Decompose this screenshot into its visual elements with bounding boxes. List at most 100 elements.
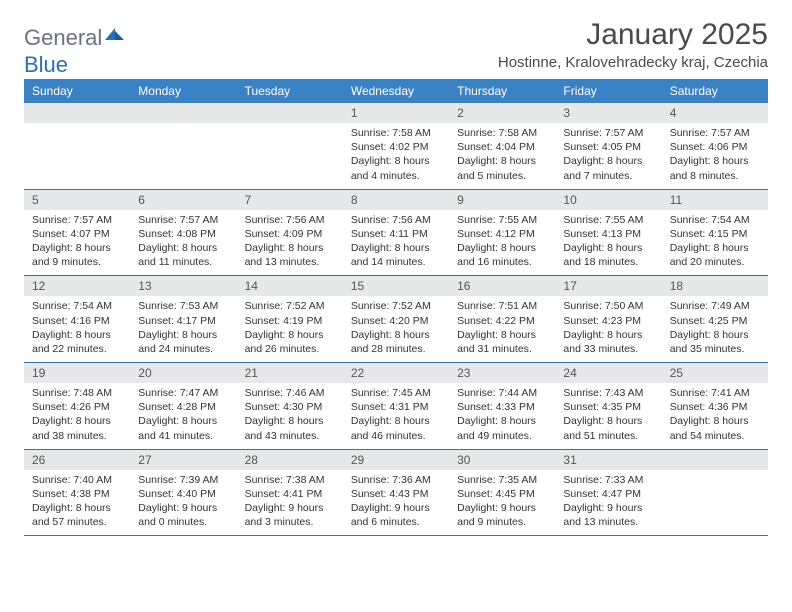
day-info-cell: Sunrise: 7:47 AMSunset: 4:28 PMDaylight:… xyxy=(130,383,236,449)
day-info-cell: Sunrise: 7:33 AMSunset: 4:47 PMDaylight:… xyxy=(555,470,661,536)
day-number xyxy=(237,103,343,123)
day-info: Sunrise: 7:50 AMSunset: 4:23 PMDaylight:… xyxy=(555,296,661,362)
day-header: Monday xyxy=(130,79,236,103)
day-number: 30 xyxy=(449,450,555,470)
day-number-cell: 1 xyxy=(343,103,449,123)
day-info: Sunrise: 7:57 AMSunset: 4:08 PMDaylight:… xyxy=(130,210,236,276)
day-number-cell: 24 xyxy=(555,363,661,384)
day-info-cell: Sunrise: 7:52 AMSunset: 4:19 PMDaylight:… xyxy=(237,296,343,362)
brand-mark-icon xyxy=(104,24,126,51)
day-number-cell: 3 xyxy=(555,103,661,123)
day-number: 26 xyxy=(24,450,130,470)
day-info-cell: Sunrise: 7:45 AMSunset: 4:31 PMDaylight:… xyxy=(343,383,449,449)
day-info-cell: Sunrise: 7:57 AMSunset: 4:08 PMDaylight:… xyxy=(130,210,236,276)
day-header: Thursday xyxy=(449,79,555,103)
day-info-cell: Sunrise: 7:57 AMSunset: 4:06 PMDaylight:… xyxy=(662,123,768,189)
day-number-cell: 23 xyxy=(449,363,555,384)
day-info-cell: Sunrise: 7:40 AMSunset: 4:38 PMDaylight:… xyxy=(24,470,130,536)
day-number-cell: 21 xyxy=(237,363,343,384)
day-header: Wednesday xyxy=(343,79,449,103)
day-info: Sunrise: 7:58 AMSunset: 4:02 PMDaylight:… xyxy=(343,123,449,189)
calendar-table: SundayMondayTuesdayWednesdayThursdayFrid… xyxy=(24,79,768,536)
day-info: Sunrise: 7:55 AMSunset: 4:13 PMDaylight:… xyxy=(555,210,661,276)
day-info-cell: Sunrise: 7:57 AMSunset: 4:05 PMDaylight:… xyxy=(555,123,661,189)
day-info-cell: Sunrise: 7:48 AMSunset: 4:26 PMDaylight:… xyxy=(24,383,130,449)
day-number: 15 xyxy=(343,276,449,296)
day-number: 21 xyxy=(237,363,343,383)
week-daynum-row: 12131415161718 xyxy=(24,276,768,297)
day-info-cell: Sunrise: 7:54 AMSunset: 4:15 PMDaylight:… xyxy=(662,210,768,276)
day-info: Sunrise: 7:40 AMSunset: 4:38 PMDaylight:… xyxy=(24,470,130,536)
day-info: Sunrise: 7:54 AMSunset: 4:16 PMDaylight:… xyxy=(24,296,130,362)
day-number: 4 xyxy=(662,103,768,123)
day-info: Sunrise: 7:52 AMSunset: 4:20 PMDaylight:… xyxy=(343,296,449,362)
day-number-cell: 10 xyxy=(555,189,661,210)
month-title: January 2025 xyxy=(498,18,768,52)
brand-word-2: Blue xyxy=(24,52,68,78)
day-header: Sunday xyxy=(24,79,130,103)
week-daynum-row: 567891011 xyxy=(24,189,768,210)
day-info-cell xyxy=(130,123,236,189)
day-number: 7 xyxy=(237,190,343,210)
day-info-cell: Sunrise: 7:44 AMSunset: 4:33 PMDaylight:… xyxy=(449,383,555,449)
day-number: 11 xyxy=(662,190,768,210)
day-info-cell: Sunrise: 7:39 AMSunset: 4:40 PMDaylight:… xyxy=(130,470,236,536)
day-info-cell xyxy=(237,123,343,189)
day-number: 5 xyxy=(24,190,130,210)
day-info-cell xyxy=(24,123,130,189)
day-info: Sunrise: 7:53 AMSunset: 4:17 PMDaylight:… xyxy=(130,296,236,362)
day-number: 18 xyxy=(662,276,768,296)
day-number-cell: 25 xyxy=(662,363,768,384)
day-number-cell: 17 xyxy=(555,276,661,297)
day-info xyxy=(237,123,343,183)
day-info: Sunrise: 7:57 AMSunset: 4:07 PMDaylight:… xyxy=(24,210,130,276)
day-info: Sunrise: 7:56 AMSunset: 4:09 PMDaylight:… xyxy=(237,210,343,276)
day-number-cell: 19 xyxy=(24,363,130,384)
day-number-cell: 6 xyxy=(130,189,236,210)
day-number-cell: 9 xyxy=(449,189,555,210)
day-info-cell: Sunrise: 7:55 AMSunset: 4:12 PMDaylight:… xyxy=(449,210,555,276)
day-info: Sunrise: 7:47 AMSunset: 4:28 PMDaylight:… xyxy=(130,383,236,449)
day-info: Sunrise: 7:58 AMSunset: 4:04 PMDaylight:… xyxy=(449,123,555,189)
week-info-row: Sunrise: 7:48 AMSunset: 4:26 PMDaylight:… xyxy=(24,383,768,449)
day-number-cell xyxy=(130,103,236,123)
day-header-row: SundayMondayTuesdayWednesdayThursdayFrid… xyxy=(24,79,768,103)
day-number: 25 xyxy=(662,363,768,383)
day-number-cell: 27 xyxy=(130,449,236,470)
week-daynum-row: 19202122232425 xyxy=(24,363,768,384)
day-number-cell: 2 xyxy=(449,103,555,123)
day-info: Sunrise: 7:36 AMSunset: 4:43 PMDaylight:… xyxy=(343,470,449,536)
day-info: Sunrise: 7:49 AMSunset: 4:25 PMDaylight:… xyxy=(662,296,768,362)
day-info: Sunrise: 7:55 AMSunset: 4:12 PMDaylight:… xyxy=(449,210,555,276)
day-number-cell: 4 xyxy=(662,103,768,123)
day-number: 1 xyxy=(343,103,449,123)
week-info-row: Sunrise: 7:57 AMSunset: 4:07 PMDaylight:… xyxy=(24,210,768,276)
day-info: Sunrise: 7:52 AMSunset: 4:19 PMDaylight:… xyxy=(237,296,343,362)
day-info-cell: Sunrise: 7:58 AMSunset: 4:04 PMDaylight:… xyxy=(449,123,555,189)
day-number: 9 xyxy=(449,190,555,210)
day-info: Sunrise: 7:41 AMSunset: 4:36 PMDaylight:… xyxy=(662,383,768,449)
day-info-cell: Sunrise: 7:56 AMSunset: 4:09 PMDaylight:… xyxy=(237,210,343,276)
day-info: Sunrise: 7:38 AMSunset: 4:41 PMDaylight:… xyxy=(237,470,343,536)
day-info-cell: Sunrise: 7:56 AMSunset: 4:11 PMDaylight:… xyxy=(343,210,449,276)
day-number: 24 xyxy=(555,363,661,383)
day-info xyxy=(130,123,236,183)
title-block: January 2025 Hostinne, Kralovehradecky k… xyxy=(498,18,768,71)
day-info: Sunrise: 7:46 AMSunset: 4:30 PMDaylight:… xyxy=(237,383,343,449)
day-number-cell: 12 xyxy=(24,276,130,297)
week-info-row: Sunrise: 7:54 AMSunset: 4:16 PMDaylight:… xyxy=(24,296,768,362)
day-number xyxy=(24,103,130,123)
day-number xyxy=(662,450,768,470)
day-number: 22 xyxy=(343,363,449,383)
day-number: 20 xyxy=(130,363,236,383)
day-number: 17 xyxy=(555,276,661,296)
day-info-cell: Sunrise: 7:46 AMSunset: 4:30 PMDaylight:… xyxy=(237,383,343,449)
day-number: 3 xyxy=(555,103,661,123)
day-number-cell xyxy=(237,103,343,123)
day-info: Sunrise: 7:44 AMSunset: 4:33 PMDaylight:… xyxy=(449,383,555,449)
day-info-cell xyxy=(662,470,768,536)
day-header: Tuesday xyxy=(237,79,343,103)
day-info-cell: Sunrise: 7:38 AMSunset: 4:41 PMDaylight:… xyxy=(237,470,343,536)
day-header: Saturday xyxy=(662,79,768,103)
day-number-cell: 28 xyxy=(237,449,343,470)
